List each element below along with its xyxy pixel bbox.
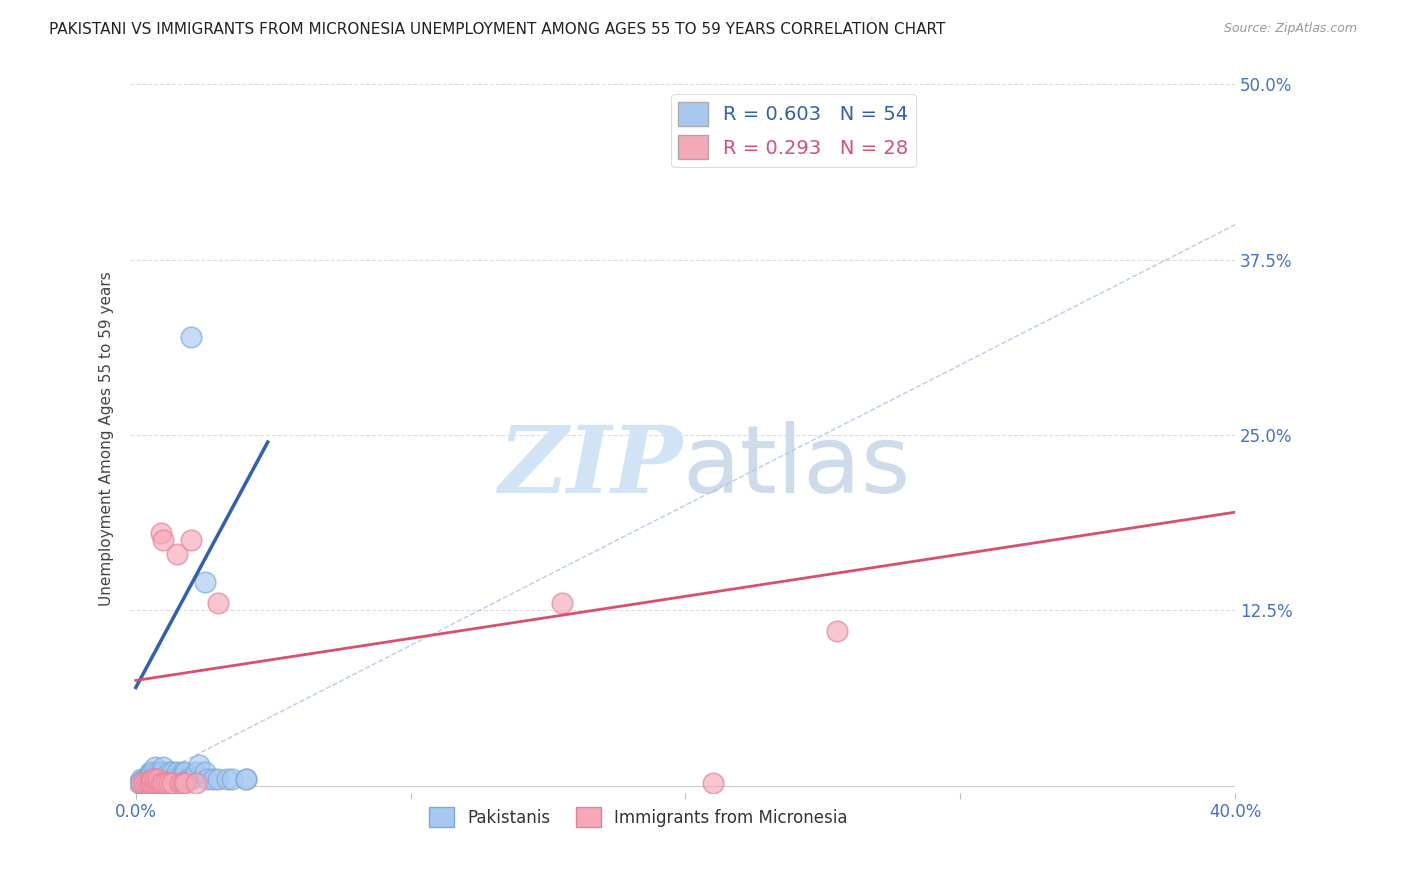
Point (180, 330, 202, 344)
Point (235, 772, 257, 786)
Point (138, 774, 160, 789)
Legend: Pakistanis, Immigrants from Micronesia: Pakistanis, Immigrants from Micronesia (423, 800, 855, 834)
Point (143, 772, 166, 786)
Text: atlas: atlas (683, 421, 911, 513)
Point (172, 776, 194, 790)
Point (143, 760, 166, 774)
Point (193, 575, 215, 590)
Point (131, 774, 153, 789)
Point (157, 776, 180, 790)
Point (152, 772, 174, 786)
Point (146, 772, 169, 786)
Point (131, 776, 153, 790)
Point (132, 776, 155, 790)
Point (138, 776, 160, 790)
Point (152, 764, 174, 779)
Point (193, 764, 215, 779)
Point (146, 764, 169, 779)
Point (160, 776, 183, 790)
Point (132, 776, 155, 790)
Point (149, 776, 172, 790)
Point (135, 776, 157, 790)
Point (141, 776, 163, 790)
Point (207, 772, 229, 786)
Point (138, 767, 160, 781)
Point (180, 772, 202, 786)
Point (201, 772, 224, 786)
Point (149, 772, 172, 786)
Point (174, 764, 197, 779)
Point (149, 526, 172, 541)
Point (169, 776, 191, 790)
Point (221, 772, 243, 786)
Point (135, 772, 157, 786)
Point (186, 764, 208, 779)
Point (143, 764, 166, 779)
Point (160, 764, 183, 779)
Point (152, 776, 174, 790)
Point (215, 772, 238, 786)
Point (157, 772, 180, 786)
Point (195, 772, 218, 786)
Point (177, 772, 200, 786)
Point (135, 774, 157, 789)
Text: Source: ZipAtlas.com: Source: ZipAtlas.com (1223, 22, 1357, 36)
Point (551, 596, 574, 610)
Point (135, 776, 157, 790)
Point (132, 772, 155, 786)
Point (152, 533, 174, 548)
Point (702, 776, 724, 790)
Point (146, 772, 169, 786)
Point (180, 533, 202, 548)
Point (146, 776, 169, 790)
Y-axis label: Unemployment Among Ages 55 to 59 years: Unemployment Among Ages 55 to 59 years (100, 271, 114, 606)
Point (132, 774, 155, 789)
Point (207, 596, 229, 610)
Point (143, 776, 166, 790)
Point (149, 764, 172, 779)
Point (186, 776, 208, 790)
Point (141, 772, 163, 786)
Point (143, 772, 166, 786)
Point (131, 776, 153, 790)
Point (235, 772, 257, 786)
Point (138, 764, 160, 779)
Point (166, 764, 188, 779)
Point (141, 776, 163, 790)
Point (157, 764, 180, 779)
Point (131, 772, 153, 786)
Point (155, 776, 177, 790)
Point (160, 772, 183, 786)
Point (155, 772, 177, 786)
Point (174, 776, 197, 790)
Point (166, 772, 188, 786)
Point (825, 624, 848, 639)
Point (163, 772, 186, 786)
Point (141, 772, 163, 786)
Point (138, 776, 160, 790)
Point (166, 547, 188, 561)
Point (128, 776, 150, 790)
Point (152, 760, 174, 774)
Point (188, 757, 211, 772)
Point (138, 772, 160, 786)
Point (141, 764, 163, 779)
Text: ZIP: ZIP (499, 422, 683, 512)
Text: PAKISTANI VS IMMIGRANTS FROM MICRONESIA UNEMPLOYMENT AMONG AGES 55 TO 59 YEARS C: PAKISTANI VS IMMIGRANTS FROM MICRONESIA … (49, 22, 946, 37)
Point (141, 764, 163, 779)
Point (169, 772, 191, 786)
Point (172, 764, 194, 779)
Point (138, 776, 160, 790)
